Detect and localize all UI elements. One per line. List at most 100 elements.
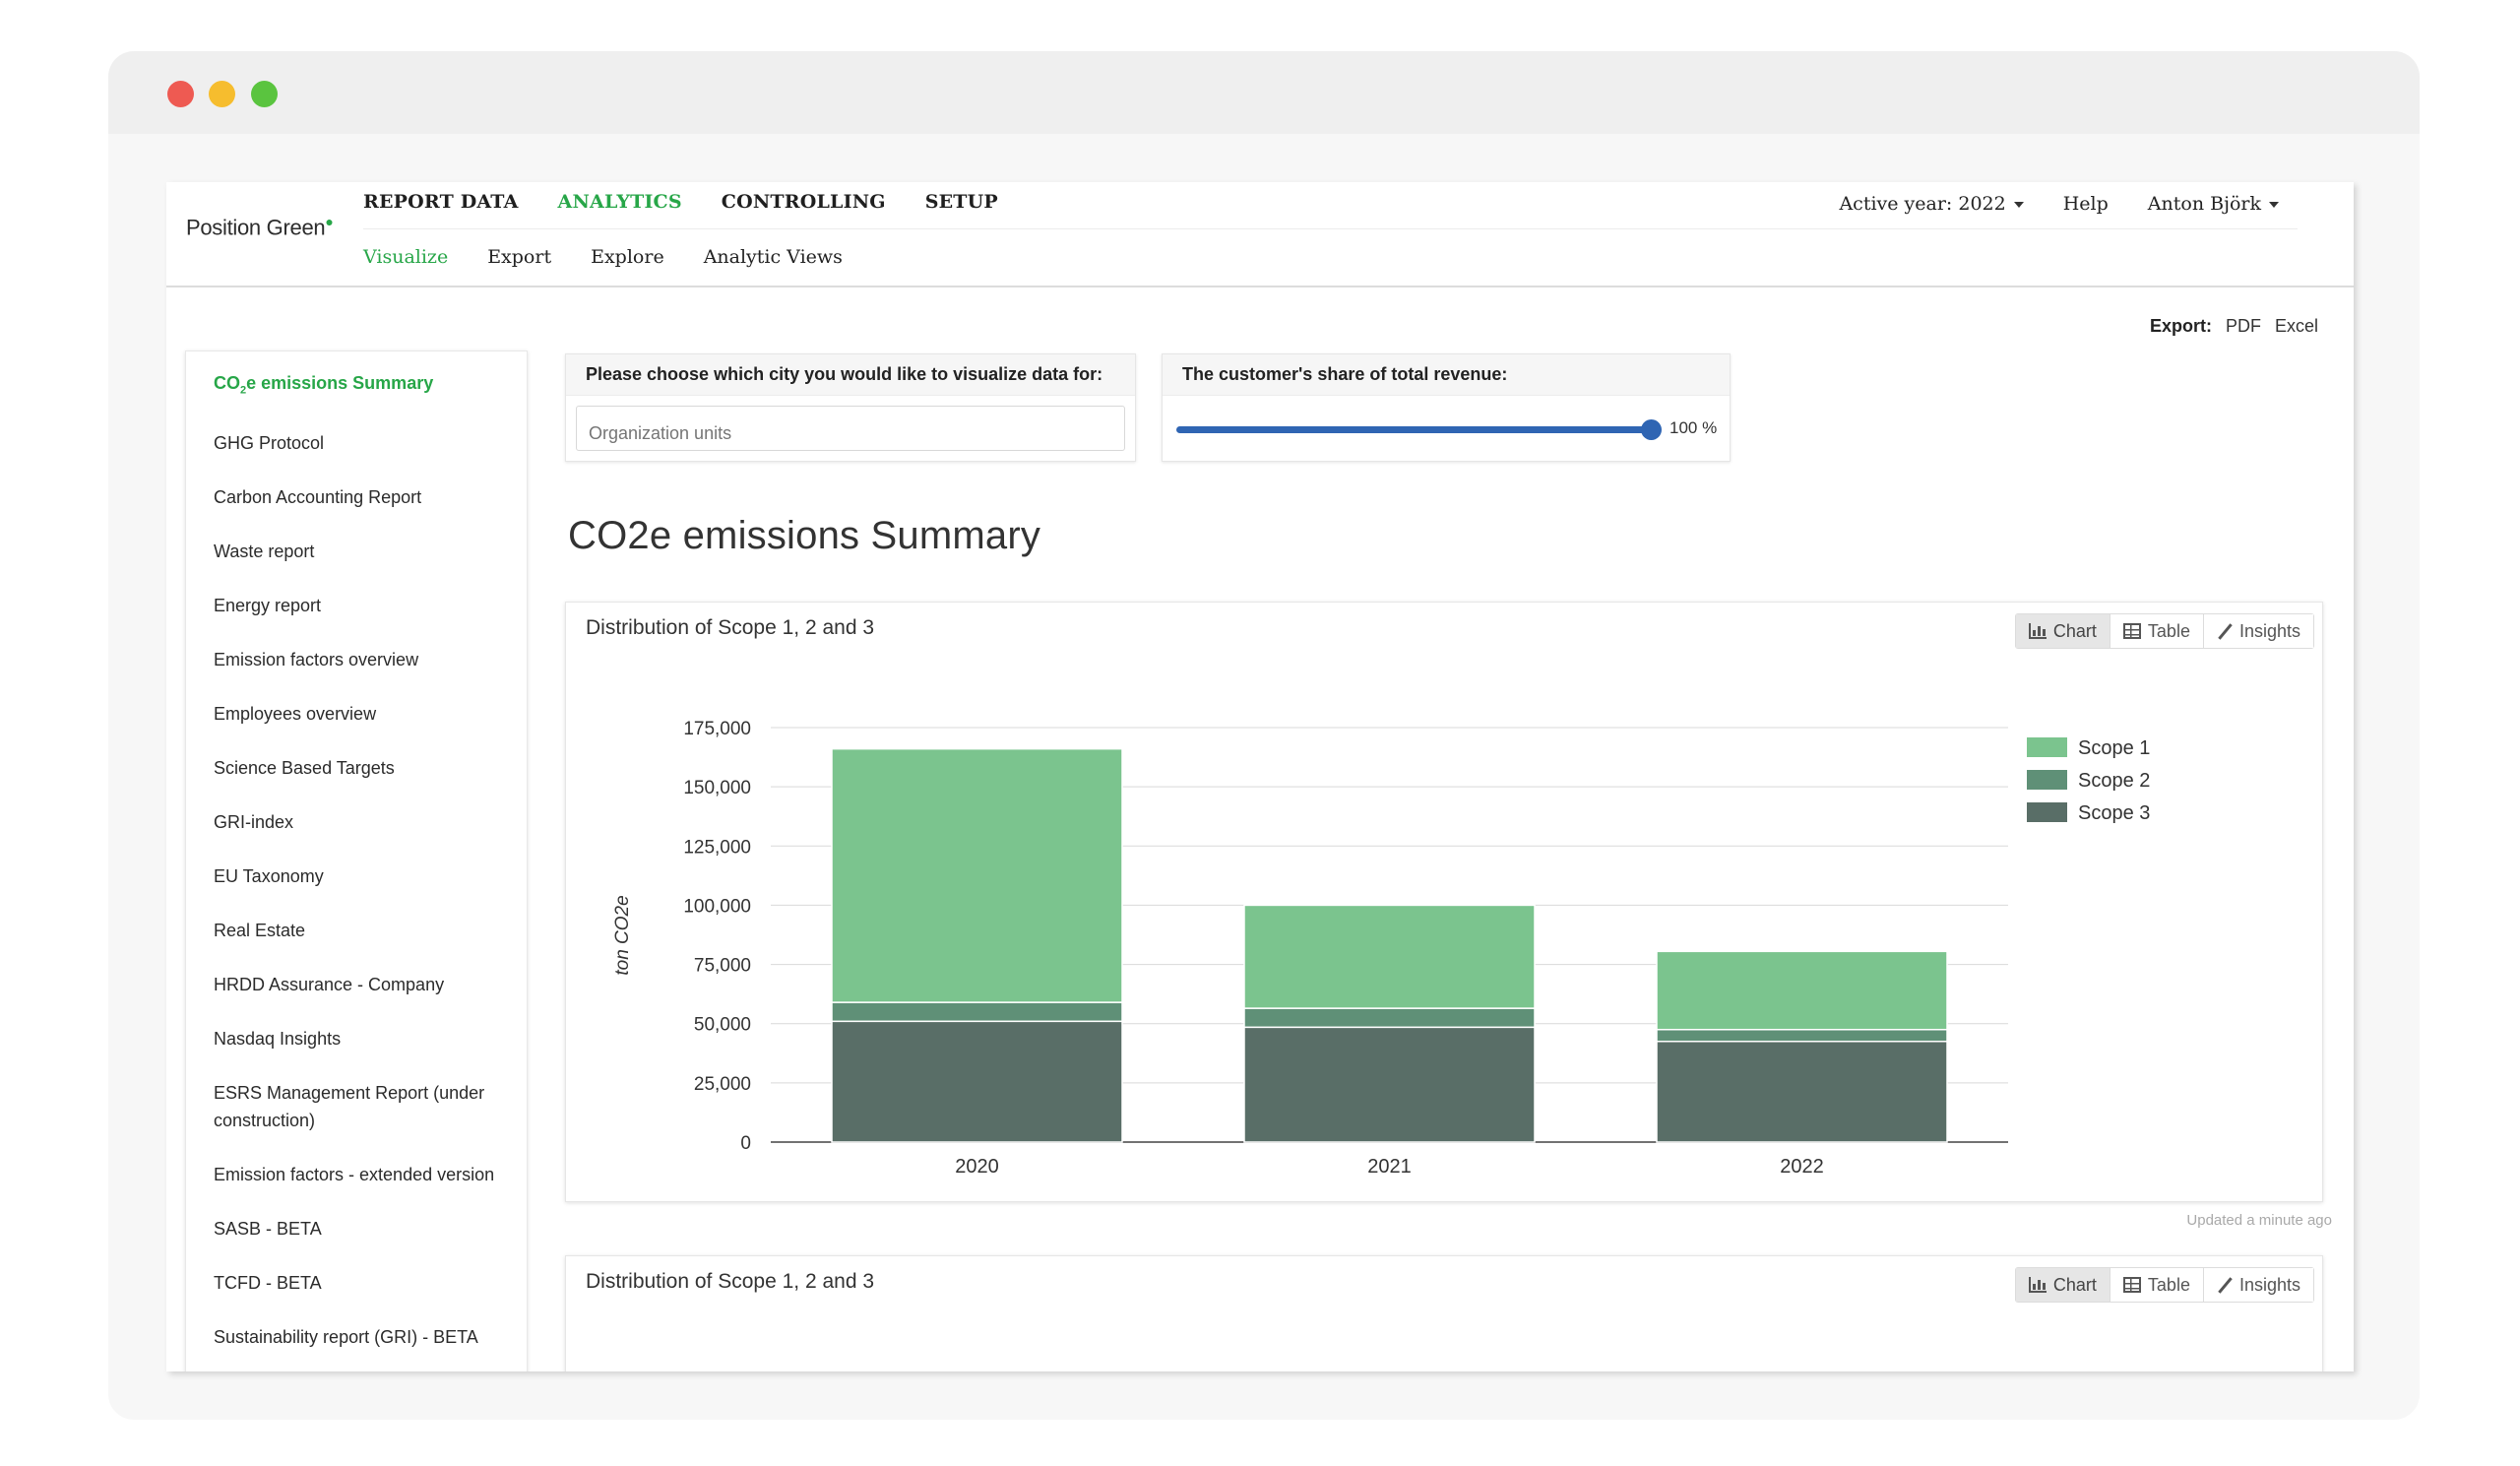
sidebar-item[interactable]: Energy report: [214, 595, 322, 615]
chart-panel: Distribution of Scope 1, 2 and 3 Chart T…: [565, 1255, 2323, 1371]
revenue-share-label: The customer's share of total revenue:: [1163, 354, 1730, 396]
sidebar-item-label: e emissions Summary: [246, 373, 434, 393]
insights-view-button[interactable]: Insights: [2203, 614, 2313, 648]
nav-setup[interactable]: SETUP: [924, 191, 998, 213]
bar-segment-scope-3: [1243, 1026, 1536, 1143]
button-label: Table: [2147, 620, 2190, 641]
sidebar-item[interactable]: Real Estate: [214, 920, 306, 940]
y-tick-label: 125,000: [683, 837, 751, 858]
legend-label: Scope 3: [2078, 802, 2150, 824]
panel-title: Distribution of Scope 1, 2 and 3: [586, 616, 875, 639]
logo-dot-icon: ●: [325, 214, 334, 229]
bar-chart-icon: [2028, 1277, 2047, 1293]
magic-wand-icon: [2217, 1277, 2233, 1293]
sidebar-item[interactable]: SASB - BETA: [214, 1218, 322, 1239]
main-nav: REPORT DATA ANALYTICS CONTROLLING SETUP: [363, 191, 998, 213]
sidebar-item[interactable]: Employees overview: [214, 703, 377, 724]
revenue-slider-track[interactable]: [1176, 426, 1651, 433]
sidebar-item[interactable]: TCFD - BETA: [214, 1272, 322, 1293]
button-label: Insights: [2238, 1274, 2300, 1295]
y-tick-label: 75,000: [694, 956, 751, 977]
button-label: Chart: [2052, 1274, 2097, 1295]
sidebar-item[interactable]: EU Taxonomy: [214, 865, 324, 886]
logo[interactable]: Position Green●: [186, 214, 334, 240]
active-year-dropdown[interactable]: Active year: 2022: [1839, 193, 2024, 215]
sub-nav: Visualize Export Explore Analytic Views: [363, 246, 843, 268]
x-tick-label: 2021: [1367, 1156, 1412, 1178]
chart-view-button[interactable]: Chart: [2015, 1268, 2110, 1302]
chart-panel: Distribution of Scope 1, 2 and 3 Chart T…: [565, 602, 2323, 1202]
export-label: Export:: [2149, 316, 2212, 336]
export-bar: Export: PDF Excel: [2150, 316, 2318, 337]
sidebar-item-co2e-emissions-summary[interactable]: CO2e emissions Summary: [214, 369, 509, 405]
legend-swatch: [2027, 770, 2067, 790]
bar-segment-scope-1: [831, 747, 1123, 1003]
subnav-explore[interactable]: Explore: [591, 246, 664, 268]
logo-text: Position Green: [186, 215, 326, 240]
sidebar-item[interactable]: HRDD Assurance - Company: [214, 974, 445, 994]
right-nav: Active year: 2022 Help Anton Björk: [1839, 193, 2279, 215]
report-sidebar: CO2e emissions Summary GHG Protocol Carbo…: [185, 351, 528, 1371]
x-tick-label: 2020: [955, 1156, 999, 1178]
maximize-window-button[interactable]: [251, 81, 278, 107]
x-tick-label: 2022: [1780, 1156, 1824, 1178]
chart-view-button[interactable]: Chart: [2015, 614, 2110, 648]
sidebar-item[interactable]: Emission factors overview: [214, 649, 419, 669]
sidebar-item[interactable]: Nasdaq Insights: [214, 1028, 342, 1049]
updated-timestamp: Updated a minute ago: [2186, 1212, 2332, 1229]
stacked-bar-chart: 0 25,000 50,000 75,000 100,000 125,000 150,000…: [612, 719, 2150, 1178]
window-titlebar: [108, 51, 2420, 134]
minimize-window-button[interactable]: [209, 81, 235, 107]
sidebar-item[interactable]: GRI-index: [214, 811, 294, 832]
table-view-button[interactable]: Table: [2110, 1268, 2204, 1302]
app-header: Position Green● REPORT DATA ANALYTICS CO…: [166, 182, 2354, 287]
sidebar-item-label: CO: [214, 373, 240, 393]
view-toggle-group: Chart Table Insights: [2014, 613, 2314, 649]
bar-segment-scope-1: [1243, 904, 1536, 1009]
table-view-button[interactable]: Table: [2110, 614, 2204, 648]
page-title: CO2e emissions Summary: [568, 514, 1041, 557]
bar-segment-scope-1: [1656, 950, 1948, 1031]
nav-report-data[interactable]: REPORT DATA: [363, 191, 519, 213]
button-label: Insights: [2238, 620, 2300, 641]
subnav-analytic-views[interactable]: Analytic Views: [703, 246, 843, 268]
revenue-slider-value: 100 %: [1670, 418, 1718, 437]
nav-analytics[interactable]: ANALYTICS: [557, 191, 682, 213]
sidebar-item[interactable]: Carbon Accounting Report: [214, 486, 422, 507]
caret-down-icon: [2013, 202, 2024, 208]
table-icon: [2122, 623, 2141, 639]
close-window-button[interactable]: [167, 81, 194, 107]
y-tick-label: 100,000: [683, 896, 751, 917]
bar-segment-scope-3: [1656, 1041, 1948, 1143]
export-excel-link[interactable]: Excel: [2274, 316, 2318, 336]
city-filter-card: Please choose which city you would like …: [565, 353, 1136, 462]
bar-segment-scope-2: [1656, 1028, 1948, 1043]
sidebar-item[interactable]: GHG Protocol: [214, 432, 325, 453]
legend-swatch: [2027, 802, 2067, 822]
sidebar-item[interactable]: ESRS Management Report (under constructi…: [214, 1082, 485, 1130]
panel-title: Distribution of Scope 1, 2 and 3: [586, 1270, 875, 1293]
revenue-slider-handle[interactable]: [1641, 419, 1662, 440]
table-icon: [2122, 1277, 2141, 1293]
city-filter-label: Please choose which city you would like …: [566, 354, 1135, 396]
help-link[interactable]: Help: [2062, 193, 2109, 215]
export-pdf-link[interactable]: PDF: [2225, 316, 2261, 336]
y-tick-label: 0: [740, 1133, 751, 1154]
subnav-export[interactable]: Export: [487, 246, 552, 268]
insights-view-button[interactable]: Insights: [2203, 1268, 2313, 1302]
organization-units-input[interactable]: [576, 406, 1125, 451]
user-name: Anton Björk: [2147, 193, 2261, 215]
browser-window: Position Green● REPORT DATA ANALYTICS CO…: [108, 51, 2420, 1420]
sidebar-item[interactable]: Sustainability report (GRI) - BETA: [214, 1326, 478, 1347]
caret-down-icon: [2269, 202, 2279, 208]
y-tick-label: 50,000: [694, 1015, 751, 1036]
sidebar-item[interactable]: Science Based Targets: [214, 757, 395, 778]
user-menu[interactable]: Anton Björk: [2148, 193, 2279, 215]
sidebar-item[interactable]: Emission factors - extended version: [214, 1164, 495, 1184]
subnav-visualize[interactable]: Visualize: [363, 246, 449, 268]
button-label: Chart: [2052, 620, 2097, 641]
nav-divider: [363, 228, 2298, 229]
nav-controlling[interactable]: CONTROLLING: [721, 191, 886, 213]
bar-segment-scope-3: [831, 1020, 1123, 1143]
sidebar-item[interactable]: Waste report: [214, 541, 315, 561]
